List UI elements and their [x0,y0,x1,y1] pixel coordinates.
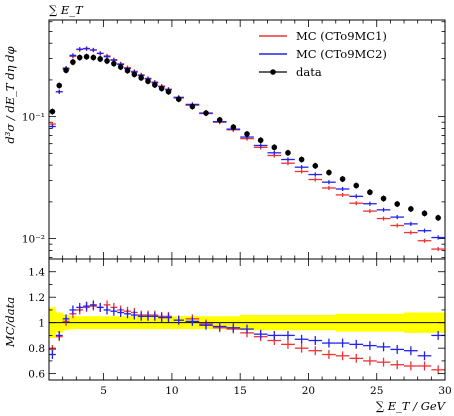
data-point [104,58,110,64]
main-marks [49,46,445,252]
legend-label-data: data [296,65,322,79]
main-ylabel: d³σ / dE_T dη dφ [3,46,17,143]
data-point [97,56,104,62]
data-point [312,163,319,169]
main-ytick-label: 10⁻¹ [22,112,45,124]
legend-label-mc1: MC (CTo9MC1) [296,29,387,43]
data-point [56,82,63,89]
data-point [76,54,83,61]
ratio-ytick-label: 1.2 [28,292,45,304]
ratio-xtick-label: 20 [302,385,315,397]
main-ticks: 10⁻¹ 10⁻² [22,20,446,259]
ratio-ytick-label: 0.6 [28,369,45,381]
data-point [367,189,373,196]
data-point [83,53,90,60]
ratio-series-2 [49,300,445,361]
data-point [49,108,56,115]
data-point [244,131,250,137]
ratio-ticks: 5 10 15 20 25 30 0.6 0.8 1 1.2 1.4 [28,259,452,397]
main-title: ∑ E_T [49,3,84,17]
data-point [158,85,165,92]
data-point [380,195,387,202]
series-2 [49,46,445,240]
ratio-xtick-label: 15 [233,385,246,397]
data-point [138,75,144,81]
data-point [216,117,223,123]
data-point [230,124,237,130]
series-1 [49,46,445,252]
data-point [145,78,151,85]
data-point [435,215,441,221]
data-point [257,137,264,144]
data-point [175,96,182,102]
ratio-xtick-label: 10 [165,385,178,397]
data-point [111,60,117,67]
ratio-panel: 5 10 15 20 25 30 0.6 0.8 1 1.2 1.4 MC/data ∑ E_T /… [3,258,452,413]
ratio-xtick-label: 25 [370,385,383,397]
ratio-xtick-label: 5 [100,385,107,397]
legend-dot-data [270,69,276,75]
data-point [165,88,172,95]
data-point [408,206,414,212]
ratio-series-1 [49,300,445,375]
main-panel: ∑ E_T 10⁻¹ 10⁻² d³σ / dE_T dη dφ MC (CTo9… [3,3,446,260]
data-point [90,54,97,61]
data-point [203,110,209,116]
data-point [353,182,360,189]
ratio-frame [48,258,446,381]
data-point [117,64,124,70]
data-point [394,201,401,207]
main-ytick-label: 10⁻² [22,234,45,246]
data-point [131,71,138,78]
data-point [189,103,196,110]
data-point [298,156,305,163]
data-point [124,67,131,74]
data-point [326,169,332,176]
ratio-ytick-label: 1 [38,318,45,330]
legend: MC (CTo9MC1) MC (CTo9MC2) data [259,29,387,79]
data-point [339,176,346,182]
data-point [421,210,428,217]
ratio-marks [49,300,445,375]
ratio-xlabel: ∑ E_T / GeV [376,399,447,413]
data-point [285,150,291,156]
legend-label-mc2: MC (CTo9MC2) [296,47,387,61]
series-3 [49,53,441,221]
ratio-xtick-label: 30 [438,385,451,397]
data-point [271,144,278,151]
ratio-ytick-label: 1.4 [28,267,45,279]
data-point [152,82,158,88]
data-point [70,59,76,65]
ratio-ylabel: MC/data [3,297,17,348]
data-point [63,67,69,74]
ratio-ytick-label: 0.8 [28,343,45,355]
